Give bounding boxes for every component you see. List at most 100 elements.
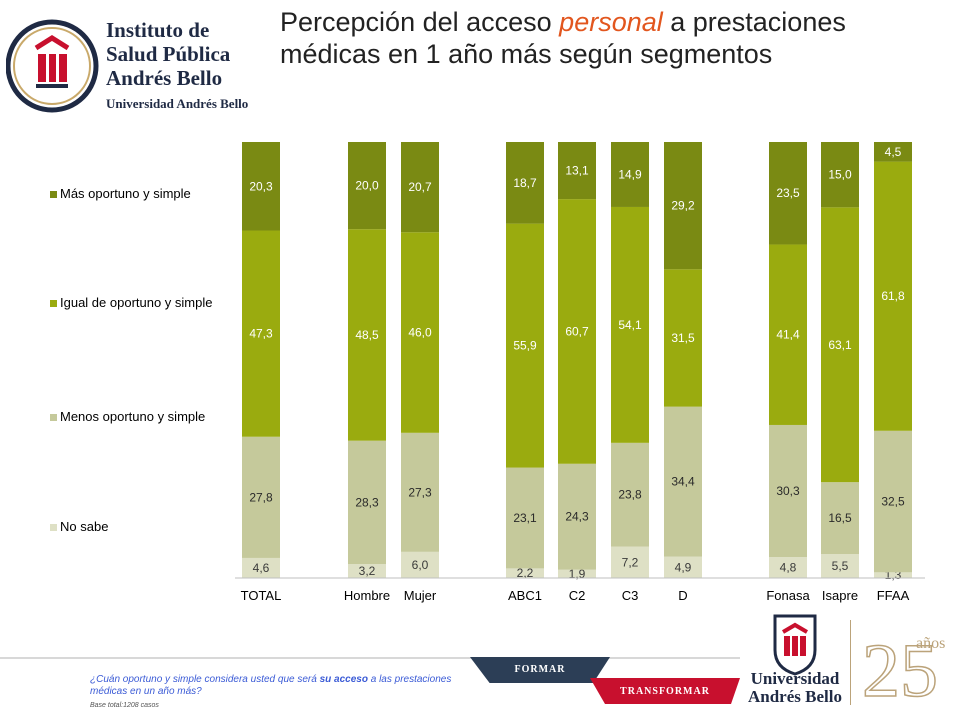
data-label: 15,0 <box>828 168 852 182</box>
data-label: 48,5 <box>355 328 379 342</box>
title-part-1: Percepción del acceso <box>280 7 560 37</box>
banner-formar-label: FORMAR <box>514 664 566 675</box>
data-label: 46,0 <box>408 326 432 340</box>
bar-segment <box>506 142 544 224</box>
category-label: C2 <box>569 588 586 603</box>
bar-segment <box>558 142 596 200</box>
data-label: 54,1 <box>618 318 642 332</box>
bar-segment <box>348 440 386 565</box>
bar-segment <box>611 546 649 578</box>
data-label: 31,5 <box>671 331 695 345</box>
title-part-2: a prestaciones médicas en 1 año más segú… <box>280 7 846 69</box>
bar-segment <box>769 424 807 558</box>
bar-segment <box>611 142 649 207</box>
bar-segment <box>401 432 439 552</box>
data-label: 24,3 <box>565 510 589 524</box>
banner-divider <box>0 657 740 659</box>
sample-base: Base total:1208 casos <box>90 702 159 709</box>
data-label: 27,3 <box>408 485 432 499</box>
category-label: Fonasa <box>766 588 810 603</box>
page-title: Percepción del acceso personal a prestac… <box>280 6 950 70</box>
data-label: 4,6 <box>253 561 270 575</box>
legend-label: Igual de oportuno y simple <box>60 295 212 310</box>
bar-segment <box>348 229 386 441</box>
bar-segment <box>506 568 544 578</box>
data-label: 41,4 <box>776 328 800 342</box>
bar-segment <box>558 199 596 464</box>
bar-segment <box>874 430 912 573</box>
data-label: 2,2 <box>517 566 534 580</box>
legend-label: Más oportuno y simple <box>60 186 191 201</box>
bar-segment <box>664 142 702 270</box>
data-label: 27,8 <box>249 490 273 504</box>
data-label: 1,9 <box>569 567 586 581</box>
data-label: 16,5 <box>828 511 852 525</box>
legend-label: No sabe <box>60 519 108 534</box>
stacked-bar-chart: Más oportuno y simple Igual de oportuno y… <box>50 142 925 603</box>
bar-segment <box>769 244 807 425</box>
legend-swatch <box>50 300 57 307</box>
question-part-1: ¿Cuán oportuno y simple considera usted … <box>90 674 320 685</box>
banner-formar: FORMAR <box>470 657 610 683</box>
bar-segment <box>874 161 912 431</box>
legend-label: Menos oportuno y simple <box>60 409 205 424</box>
university-name-line-2: Andrés Bello <box>748 687 842 706</box>
anniversary-logo-icon: 25 años <box>861 628 945 710</box>
data-label: 5,5 <box>832 559 849 573</box>
bar-segment <box>611 206 649 443</box>
bar-segment <box>664 556 702 578</box>
bar-segment <box>611 442 649 547</box>
category-labels: TOTAL Hombre Mujer ABC1 C2 C3 D Fonasa Isapre FFA… <box>241 588 910 603</box>
survey-question: ¿Cuán oportuno y simple considera usted … <box>90 674 470 698</box>
data-label: 30,3 <box>776 484 800 498</box>
category-label: ABC1 <box>508 588 542 603</box>
logo-line-3: Andrés Bello <box>106 66 223 90</box>
data-label: 61,8 <box>881 289 905 303</box>
bar-segment <box>506 223 544 468</box>
bar-segment <box>821 142 859 208</box>
data-label: 55,9 <box>513 339 537 353</box>
crest-icon <box>5 19 99 113</box>
anniversary-number: 25 <box>862 629 938 710</box>
data-label: 47,3 <box>249 327 273 341</box>
logo-line-4: Universidad Andrés Bello <box>106 96 249 111</box>
category-label: TOTAL <box>241 588 282 603</box>
university-name: Universidad Andrés Bello <box>745 670 845 706</box>
logo-line-2: Salud Pública <box>106 42 231 66</box>
question-part-2: a las prestaciones médicas en un año más… <box>90 674 452 697</box>
data-label: 23,8 <box>618 488 642 502</box>
banner-transformar: TRANSFORMAR <box>590 678 740 704</box>
question-bold: su acceso <box>319 674 368 685</box>
category-label: D <box>678 588 687 603</box>
bar-segment <box>506 467 544 569</box>
data-label: 13,1 <box>565 164 589 178</box>
bar-segment <box>874 572 912 578</box>
bars-group: 4,6 27,8 47,3 20,3 3,2 28,3 48,5 20,0 6,0 27,3 46,… <box>242 142 912 582</box>
banner-transformar-label: TRANSFORMAR <box>620 686 710 697</box>
title-highlight: personal <box>559 7 663 37</box>
data-label: 6,0 <box>412 558 429 572</box>
category-label: C3 <box>622 588 639 603</box>
data-label: 34,4 <box>671 475 695 489</box>
bar-segment <box>401 142 439 233</box>
bar-segment <box>874 142 912 162</box>
data-label: 18,7 <box>513 176 537 190</box>
data-label: 7,2 <box>622 555 639 569</box>
bar-segment <box>558 463 596 570</box>
bar-segment <box>769 557 807 578</box>
data-label: 20,0 <box>355 179 379 193</box>
bar-segment <box>821 207 859 483</box>
data-label: 20,7 <box>408 180 432 194</box>
data-label: 29,2 <box>671 199 695 213</box>
bar-segment <box>242 142 280 231</box>
bar-segment <box>821 482 859 555</box>
data-label: 4,5 <box>885 145 902 159</box>
bar-segment <box>242 230 280 437</box>
legend-swatch <box>50 524 57 531</box>
anniversary-label: años <box>916 635 945 652</box>
data-label: 20,3 <box>249 179 273 193</box>
footer-divider <box>850 620 851 705</box>
institute-logo: Instituto de Salud Pública Andrés Bello … <box>5 8 266 126</box>
university-name-line-1: Universidad <box>750 669 840 688</box>
data-label: 23,1 <box>513 511 537 525</box>
